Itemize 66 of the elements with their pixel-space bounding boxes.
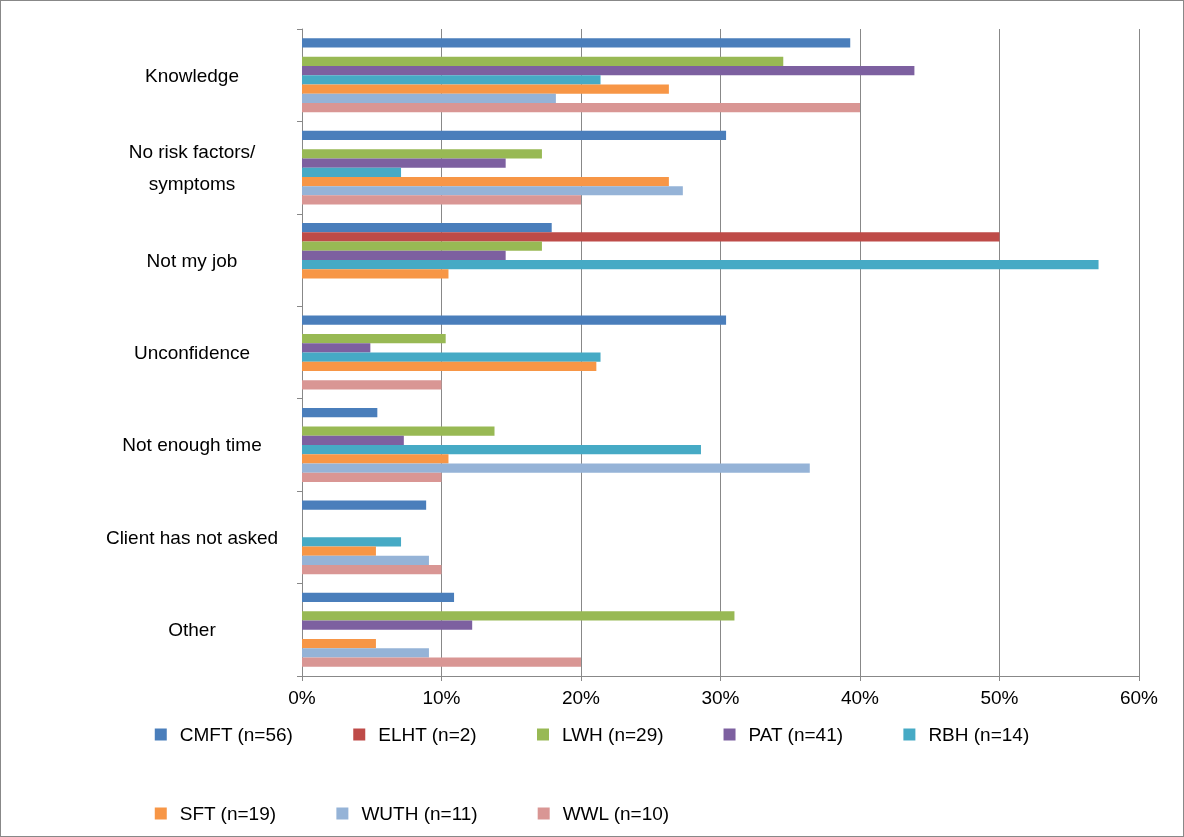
legend-label: PAT (n=41) [748, 724, 844, 745]
bar [302, 592, 455, 603]
bar [302, 223, 552, 233]
x-tick-label: 20% [561, 687, 601, 708]
bar [302, 611, 735, 621]
bar [302, 260, 1099, 270]
y-tick-label: Not my job [146, 249, 238, 271]
y-tick-label: Unconfidence [133, 342, 251, 363]
legend-label: WWL (n=10) [562, 803, 670, 824]
bar [302, 315, 727, 325]
bar [302, 352, 601, 362]
y-tick-label: Client has not asked [105, 526, 279, 548]
bar [302, 176, 669, 187]
bar [302, 195, 581, 205]
bar [302, 149, 542, 159]
bar [302, 334, 446, 344]
bar [302, 555, 429, 566]
bar [302, 620, 473, 630]
bar [302, 56, 784, 66]
bar [302, 186, 683, 196]
bar [302, 546, 376, 556]
x-tick-label: 60% [1119, 687, 1159, 708]
bar [302, 463, 810, 473]
bar [302, 537, 402, 547]
bar [302, 500, 427, 510]
x-tick-label: 30% [701, 687, 740, 708]
bar [302, 38, 851, 48]
bar [302, 472, 442, 482]
bar [302, 454, 449, 464]
legend-label: RBH (n=14) [928, 724, 1030, 745]
legend-label: SFT (n=19) [179, 803, 277, 824]
x-tick-label: 10% [422, 687, 461, 708]
bar [302, 444, 701, 455]
bar [302, 65, 915, 76]
bar [302, 250, 506, 261]
bar [302, 648, 429, 658]
x-tick-label: 40% [840, 687, 880, 708]
bar [302, 343, 371, 353]
y-tick-label: Knowledge [144, 64, 240, 86]
bar [302, 407, 378, 418]
bar [302, 102, 860, 113]
y-tick-label: Not enough time [122, 434, 262, 456]
bar [302, 241, 542, 251]
bar [302, 639, 376, 649]
y-tick-label: Other [168, 619, 217, 641]
bar [302, 167, 402, 177]
bar [302, 435, 404, 445]
bar [302, 426, 495, 436]
x-tick-label: 50% [980, 687, 1019, 708]
bar [302, 269, 449, 279]
bar [302, 657, 581, 667]
bar [302, 380, 442, 390]
bar [302, 130, 727, 140]
x-tick-label: 0% [288, 687, 316, 708]
y-tick-label: No risk factors/symptoms [128, 141, 257, 195]
bar [302, 361, 597, 371]
legend-label: CMFT (n=56) [179, 724, 293, 745]
bar [302, 75, 601, 85]
bar [302, 565, 442, 575]
bar [302, 158, 506, 168]
bar [302, 93, 556, 103]
legend-label: LWH (n=29) [561, 724, 664, 745]
bar [302, 84, 669, 94]
bar [302, 232, 1000, 242]
legend-label: ELHT (n=2) [378, 724, 477, 745]
legend-label: WUTH (n=11) [361, 803, 478, 824]
